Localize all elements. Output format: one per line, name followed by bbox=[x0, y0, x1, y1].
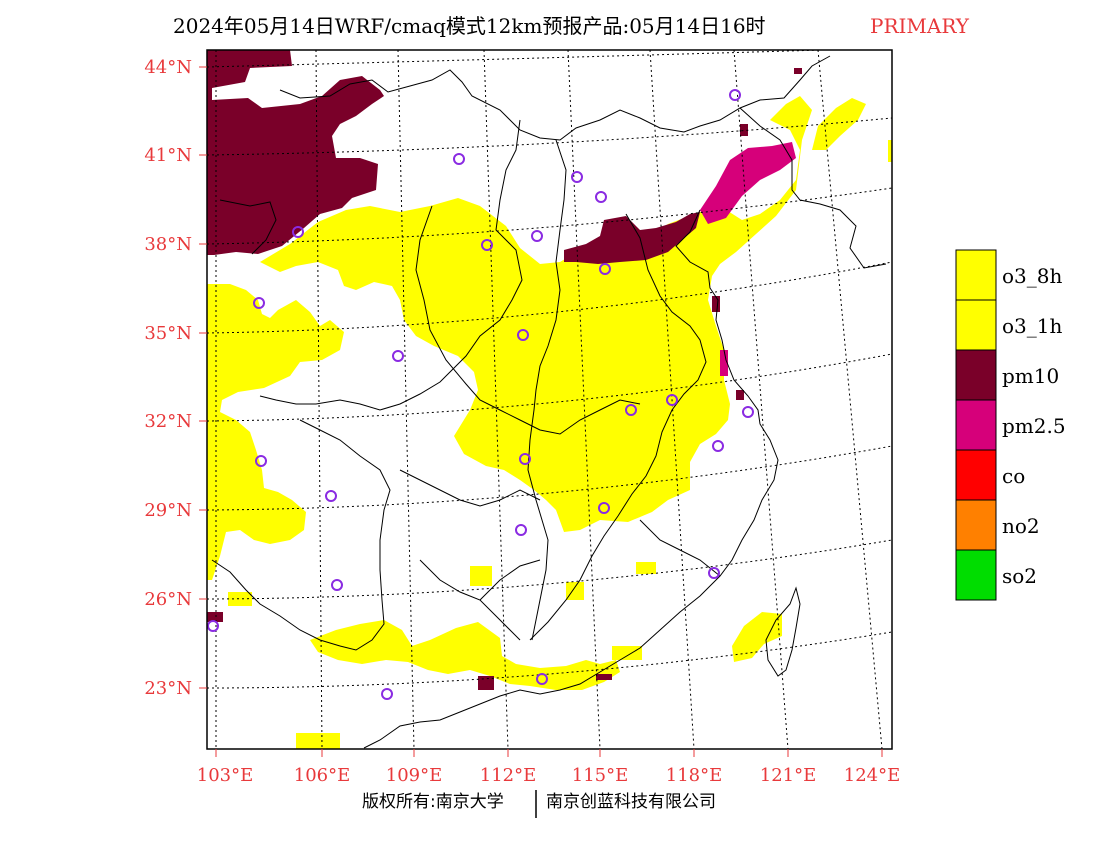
title-main: 2024年05月14日WRF/cmaq模式12km预报产品:05月14日16时 bbox=[173, 14, 766, 38]
o3-blob bbox=[296, 733, 340, 749]
pm10-patch bbox=[740, 124, 748, 136]
pm10-region-northwest bbox=[207, 50, 384, 255]
latitude-axis bbox=[199, 66, 207, 689]
station-marker bbox=[481, 239, 493, 251]
lon-label: 106°E bbox=[294, 765, 351, 786]
footer: 版权所有:南京大学 南京创蓝科技有限公司 bbox=[362, 790, 716, 818]
lon-label: 115°E bbox=[572, 765, 629, 786]
lat-label: 29°N bbox=[144, 500, 192, 521]
legend-label: no2 bbox=[1002, 514, 1040, 538]
lat-label: 32°N bbox=[144, 411, 192, 432]
title: 2024年05月14日WRF/cmaq模式12km预报产品:05月14日16时 … bbox=[173, 14, 970, 38]
lon-label: 118°E bbox=[666, 765, 723, 786]
lat-label: 35°N bbox=[144, 323, 192, 344]
station-marker bbox=[515, 524, 527, 536]
legend-swatch-o3-1h bbox=[955, 299, 997, 351]
pm25-patch bbox=[720, 350, 728, 376]
lon-label: 109°E bbox=[386, 765, 443, 786]
pm10-patch bbox=[712, 296, 720, 312]
station-marker bbox=[381, 688, 393, 700]
lat-label: 38°N bbox=[144, 234, 192, 255]
legend-swatch-no2 bbox=[955, 499, 997, 551]
latitude-labels: 44°N 41°N 38°N 35°N 32°N 29°N 26°N 23°N bbox=[144, 57, 192, 699]
station-marker bbox=[708, 567, 720, 579]
pm10-patch bbox=[596, 674, 612, 680]
footer-company: 南京创蓝科技有限公司 bbox=[546, 792, 716, 812]
lat-label: 41°N bbox=[144, 145, 192, 166]
lon-label: 103°E bbox=[197, 765, 254, 786]
pm10-patch bbox=[794, 68, 802, 74]
legend-label: pm2.5 bbox=[1002, 414, 1066, 438]
longitude-axis bbox=[215, 749, 883, 757]
o3-blob bbox=[612, 646, 642, 660]
station-marker bbox=[517, 329, 529, 341]
legend: o3_8h o3_1h pm10 pm2.5 co no2 so2 bbox=[955, 249, 1066, 601]
lat-label: 44°N bbox=[144, 57, 192, 78]
legend-swatch-o3-8h bbox=[955, 249, 997, 301]
station-marker bbox=[729, 89, 741, 101]
map-frame bbox=[206, 49, 893, 750]
o3-blob bbox=[470, 566, 492, 586]
station-marker bbox=[742, 406, 754, 418]
longitude-labels: 103°E 106°E 109°E 112°E 115°E 118°E 121°… bbox=[197, 765, 901, 786]
o3-blob-taiwan bbox=[732, 612, 782, 662]
lon-label: 112°E bbox=[480, 765, 537, 786]
station-marker bbox=[255, 455, 267, 467]
legend-label: so2 bbox=[1002, 564, 1037, 588]
graticule bbox=[207, 50, 892, 749]
station-markers bbox=[207, 89, 754, 700]
legend-label: pm10 bbox=[1002, 364, 1059, 388]
station-marker bbox=[392, 350, 404, 362]
footer-copyright: 版权所有:南京大学 bbox=[362, 792, 504, 812]
legend-label: o3_1h bbox=[1002, 314, 1062, 338]
o3-blob bbox=[566, 582, 584, 600]
station-marker bbox=[571, 171, 583, 183]
station-marker bbox=[625, 404, 637, 416]
map-area bbox=[207, 50, 892, 749]
station-marker bbox=[331, 579, 343, 591]
station-marker bbox=[598, 502, 610, 514]
pm10-patch bbox=[478, 676, 494, 690]
pm10-patch bbox=[736, 390, 744, 400]
station-marker bbox=[531, 230, 543, 242]
legend-swatch-pm25 bbox=[955, 399, 997, 451]
station-marker bbox=[453, 153, 465, 165]
station-marker bbox=[536, 673, 548, 685]
o3-blob bbox=[888, 140, 892, 162]
station-marker bbox=[595, 191, 607, 203]
o3-region-central bbox=[260, 96, 812, 532]
station-marker bbox=[599, 263, 611, 275]
station-marker bbox=[519, 453, 531, 465]
legend-label: co bbox=[1002, 464, 1025, 488]
lat-label: 26°N bbox=[144, 589, 192, 610]
lon-label: 124°E bbox=[844, 765, 901, 786]
pm10-region-north-plain bbox=[564, 212, 700, 264]
lon-label: 121°E bbox=[760, 765, 817, 786]
station-marker bbox=[666, 394, 678, 406]
o3-blob bbox=[636, 562, 656, 574]
title-primary-tag: PRIMARY bbox=[870, 14, 970, 38]
pm25-region-bohai bbox=[700, 142, 796, 224]
pm10-patch bbox=[207, 612, 223, 622]
legend-swatch-so2 bbox=[955, 549, 997, 601]
station-marker bbox=[712, 440, 724, 452]
station-marker bbox=[325, 490, 337, 502]
station-marker bbox=[207, 620, 219, 632]
o3-blob bbox=[228, 592, 252, 606]
o3-region-south bbox=[310, 620, 620, 690]
lat-label: 23°N bbox=[144, 678, 192, 699]
boundaries bbox=[211, 55, 887, 749]
legend-swatch-pm10 bbox=[955, 349, 997, 401]
station-marker bbox=[292, 226, 304, 238]
legend-swatch-co bbox=[955, 449, 997, 501]
o3-region-west bbox=[207, 284, 344, 580]
legend-label: o3_8h bbox=[1002, 264, 1062, 288]
o3-blob-northeast bbox=[812, 98, 866, 150]
station-marker bbox=[253, 297, 265, 309]
